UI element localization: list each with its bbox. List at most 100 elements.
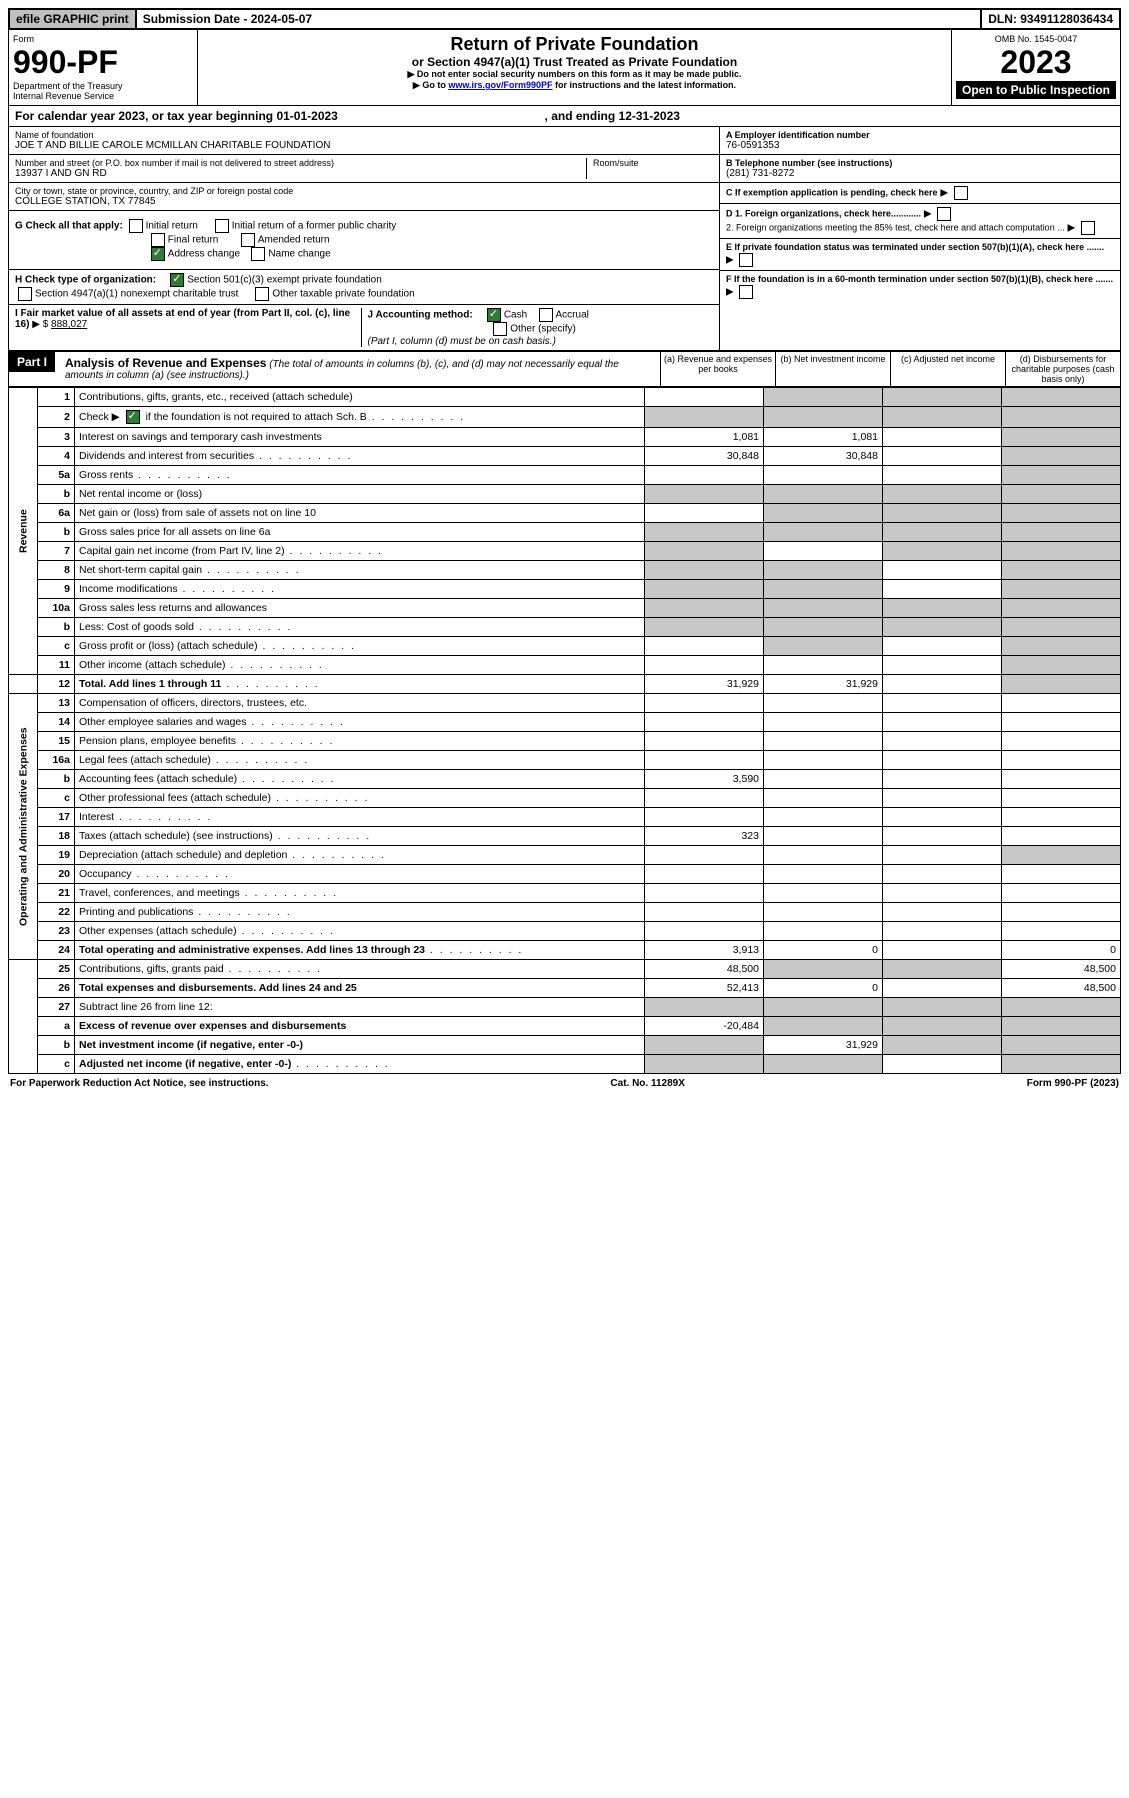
line-desc: Other professional fees (attach schedule… <box>75 789 645 808</box>
table-row: 12 Total. Add lines 1 through 11 31,929 … <box>9 675 1121 694</box>
g-label: G Check all that apply: <box>15 221 123 232</box>
col-c-header: (c) Adjusted net income <box>890 352 1005 386</box>
amt-a: 52,413 <box>645 979 764 998</box>
checkbox-501c3[interactable] <box>170 273 184 287</box>
line-num: 21 <box>38 884 75 903</box>
amt-a: 30,848 <box>645 447 764 466</box>
table-row: c Gross profit or (loss) (attach schedul… <box>9 637 1121 656</box>
line-num: 1 <box>38 388 75 407</box>
checkbox-other-taxable[interactable] <box>255 287 269 301</box>
line-num: 17 <box>38 808 75 827</box>
line-desc: Interest <box>75 808 645 827</box>
table-row: 23 Other expenses (attach schedule) <box>9 922 1121 941</box>
page-footer: For Paperwork Reduction Act Notice, see … <box>8 1074 1121 1093</box>
f-label: F If the foundation is in a 60-month ter… <box>726 274 1113 284</box>
efile-print-button[interactable]: efile GRAPHIC print <box>10 10 137 28</box>
table-row: b Net rental income or (loss) <box>9 485 1121 504</box>
table-row: c Other professional fees (attach schedu… <box>9 789 1121 808</box>
table-row: 26 Total expenses and disbursements. Add… <box>9 979 1121 998</box>
goto-post: for instructions and the latest informat… <box>553 80 737 90</box>
amt-b: 31,929 <box>764 675 883 694</box>
line-desc: Net rental income or (loss) <box>75 485 645 504</box>
irs-link[interactable]: www.irs.gov/Form990PF <box>448 80 552 90</box>
col-d-header: (d) Disbursements for charitable purpose… <box>1005 352 1120 386</box>
line-desc: Gross rents <box>75 466 645 485</box>
table-row: b Accounting fees (attach schedule) 3,59… <box>9 770 1121 789</box>
i-value: 888,027 <box>51 319 87 330</box>
line-num: 23 <box>38 922 75 941</box>
line-num: c <box>38 1055 75 1074</box>
line-desc: Pension plans, employee benefits <box>75 732 645 751</box>
amt-a: -20,484 <box>645 1017 764 1036</box>
line-num: 2 <box>38 407 75 428</box>
footer-left: For Paperwork Reduction Act Notice, see … <box>10 1078 269 1089</box>
line-num: 19 <box>38 846 75 865</box>
checkbox-other-method[interactable] <box>493 322 507 336</box>
line-desc: Adjusted net income (if negative, enter … <box>75 1055 645 1074</box>
h-4947: Section 4947(a)(1) nonexempt charitable … <box>35 289 238 300</box>
amt-b: 0 <box>764 979 883 998</box>
checkbox-foreign-org[interactable] <box>937 207 951 221</box>
checkbox-terminated[interactable] <box>739 253 753 267</box>
form-subtitle: or Section 4947(a)(1) Trust Treated as P… <box>202 55 947 69</box>
amt-a: 1,081 <box>645 428 764 447</box>
form-label: Form <box>13 34 193 44</box>
amt-a: 323 <box>645 827 764 846</box>
checkbox-name-change[interactable] <box>251 247 265 261</box>
table-row: b Net investment income (if negative, en… <box>9 1036 1121 1055</box>
checkbox-cash[interactable] <box>487 308 501 322</box>
line-num: 10a <box>38 599 75 618</box>
line-desc: Dividends and interest from securities <box>75 447 645 466</box>
amt-b: 1,081 <box>764 428 883 447</box>
g-final: Final return <box>168 235 219 246</box>
line-desc: Other employee salaries and wages <box>75 713 645 732</box>
checkbox-amended-return[interactable] <box>241 233 255 247</box>
table-row: 8 Net short-term capital gain <box>9 561 1121 580</box>
table-row: 22 Printing and publications <box>9 903 1121 922</box>
line-num: 6a <box>38 504 75 523</box>
line-desc: Income modifications <box>75 580 645 599</box>
foundation-name: JOE T AND BILLIE CAROLE MCMILLAN CHARITA… <box>15 140 713 151</box>
cal-end: 12-31-2023 <box>619 109 680 123</box>
checkbox-4947[interactable] <box>18 287 32 301</box>
checkbox-accrual[interactable] <box>539 308 553 322</box>
checkbox-address-change[interactable] <box>151 247 165 261</box>
line-num: 5a <box>38 466 75 485</box>
table-row: 17 Interest <box>9 808 1121 827</box>
line-desc: Contributions, gifts, grants paid <box>75 960 645 979</box>
checkbox-85pct[interactable] <box>1081 221 1095 235</box>
table-row: 27 Subtract line 26 from line 12: <box>9 998 1121 1017</box>
checkbox-exemption-pending[interactable] <box>954 186 968 200</box>
checkbox-initial-return[interactable] <box>129 219 143 233</box>
j-accrual: Accrual <box>556 310 589 321</box>
table-row: 6a Net gain or (loss) from sale of asset… <box>9 504 1121 523</box>
line-num: 20 <box>38 865 75 884</box>
amt-b: 30,848 <box>764 447 883 466</box>
foundation-name-label: Name of foundation <box>15 130 713 140</box>
line-desc: Contributions, gifts, grants, etc., rece… <box>75 388 645 407</box>
line-desc: Net gain or (loss) from sale of assets n… <box>75 504 645 523</box>
amt-d: 48,500 <box>1002 960 1121 979</box>
line-desc: Depreciation (attach schedule) and deple… <box>75 846 645 865</box>
cal-mid: , and ending <box>545 109 619 123</box>
j-cash: Cash <box>504 310 527 321</box>
table-row: 10a Gross sales less returns and allowan… <box>9 599 1121 618</box>
phone-value: (281) 731-8272 <box>726 168 1114 179</box>
line-desc: Net investment income (if negative, ente… <box>75 1036 645 1055</box>
ein-value: 76-0591353 <box>726 140 1114 151</box>
checkbox-initial-former[interactable] <box>215 219 229 233</box>
r2-post: if the foundation is not required to att… <box>143 411 367 423</box>
table-row: 16a Legal fees (attach schedule) <box>9 751 1121 770</box>
checkbox-60month[interactable] <box>739 285 753 299</box>
checkbox-final-return[interactable] <box>151 233 165 247</box>
line-desc: Printing and publications <box>75 903 645 922</box>
phone-label: B Telephone number (see instructions) <box>726 158 1114 168</box>
line-desc: Capital gain net income (from Part IV, l… <box>75 542 645 561</box>
g-initial: Initial return <box>146 221 198 232</box>
checkbox-sch-b[interactable] <box>126 410 140 424</box>
amt-a: 3,913 <box>645 941 764 960</box>
cal-begin: 01-01-2023 <box>276 109 337 123</box>
part1-table: Revenue 1 Contributions, gifts, grants, … <box>8 387 1121 1074</box>
city-label: City or town, state or province, country… <box>15 186 713 196</box>
table-row: 24 Total operating and administrative ex… <box>9 941 1121 960</box>
